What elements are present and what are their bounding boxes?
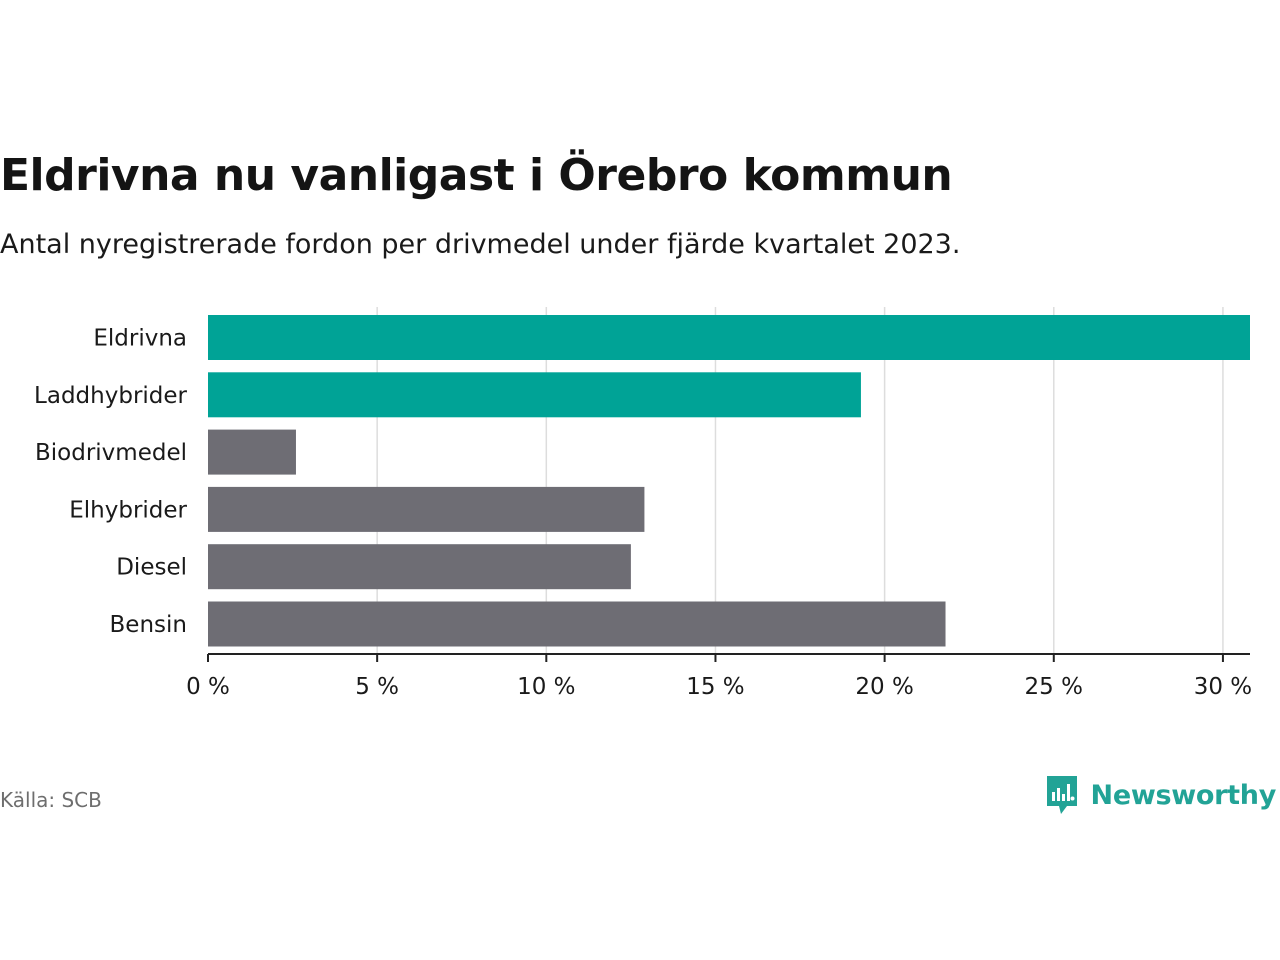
category-label: Diesel	[116, 555, 187, 581]
x-tick-label: 30 %	[1194, 674, 1252, 700]
x-tick-label: 20 %	[855, 674, 913, 700]
bar	[208, 372, 861, 418]
source-note: Källa: SCB	[0, 788, 102, 812]
category-label: Laddhybrider	[34, 383, 187, 409]
brand-logo: Newsworthy	[1045, 774, 1276, 816]
brand-name: Newsworthy	[1090, 779, 1277, 811]
bar	[208, 486, 645, 532]
category-label: Bensin	[110, 612, 187, 638]
bar-chart: Eldrivna Laddhybrider Biodrivmedel Elhybrid…	[34, 307, 1252, 700]
category-label: Biodrivmedel	[35, 440, 187, 466]
bar	[208, 429, 296, 475]
bar	[208, 601, 946, 647]
chart-title: Eldrivna nu vanligast i Örebro kommun	[0, 150, 953, 201]
bar	[208, 315, 1250, 360]
x-tick-label: 5 %	[355, 674, 399, 700]
category-label: Eldrivna	[93, 326, 187, 352]
chart-subtitle: Antal nyregistrerade fordon per drivmede…	[0, 229, 961, 260]
x-tick-label: 10 %	[517, 674, 575, 700]
category-label: Elhybrider	[69, 497, 187, 523]
newsworthy-chart-bubble-icon	[1046, 776, 1077, 814]
x-tick-label: 0 %	[186, 674, 230, 700]
bar	[208, 544, 631, 590]
x-tick-label: 25 %	[1025, 674, 1083, 700]
x-tick-label: 15 %	[686, 674, 744, 700]
